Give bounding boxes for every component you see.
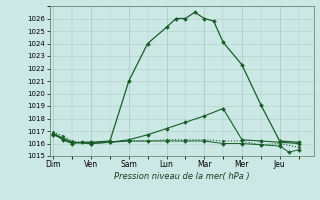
X-axis label: Pression niveau de la mer( hPa ): Pression niveau de la mer( hPa ) (114, 172, 249, 181)
